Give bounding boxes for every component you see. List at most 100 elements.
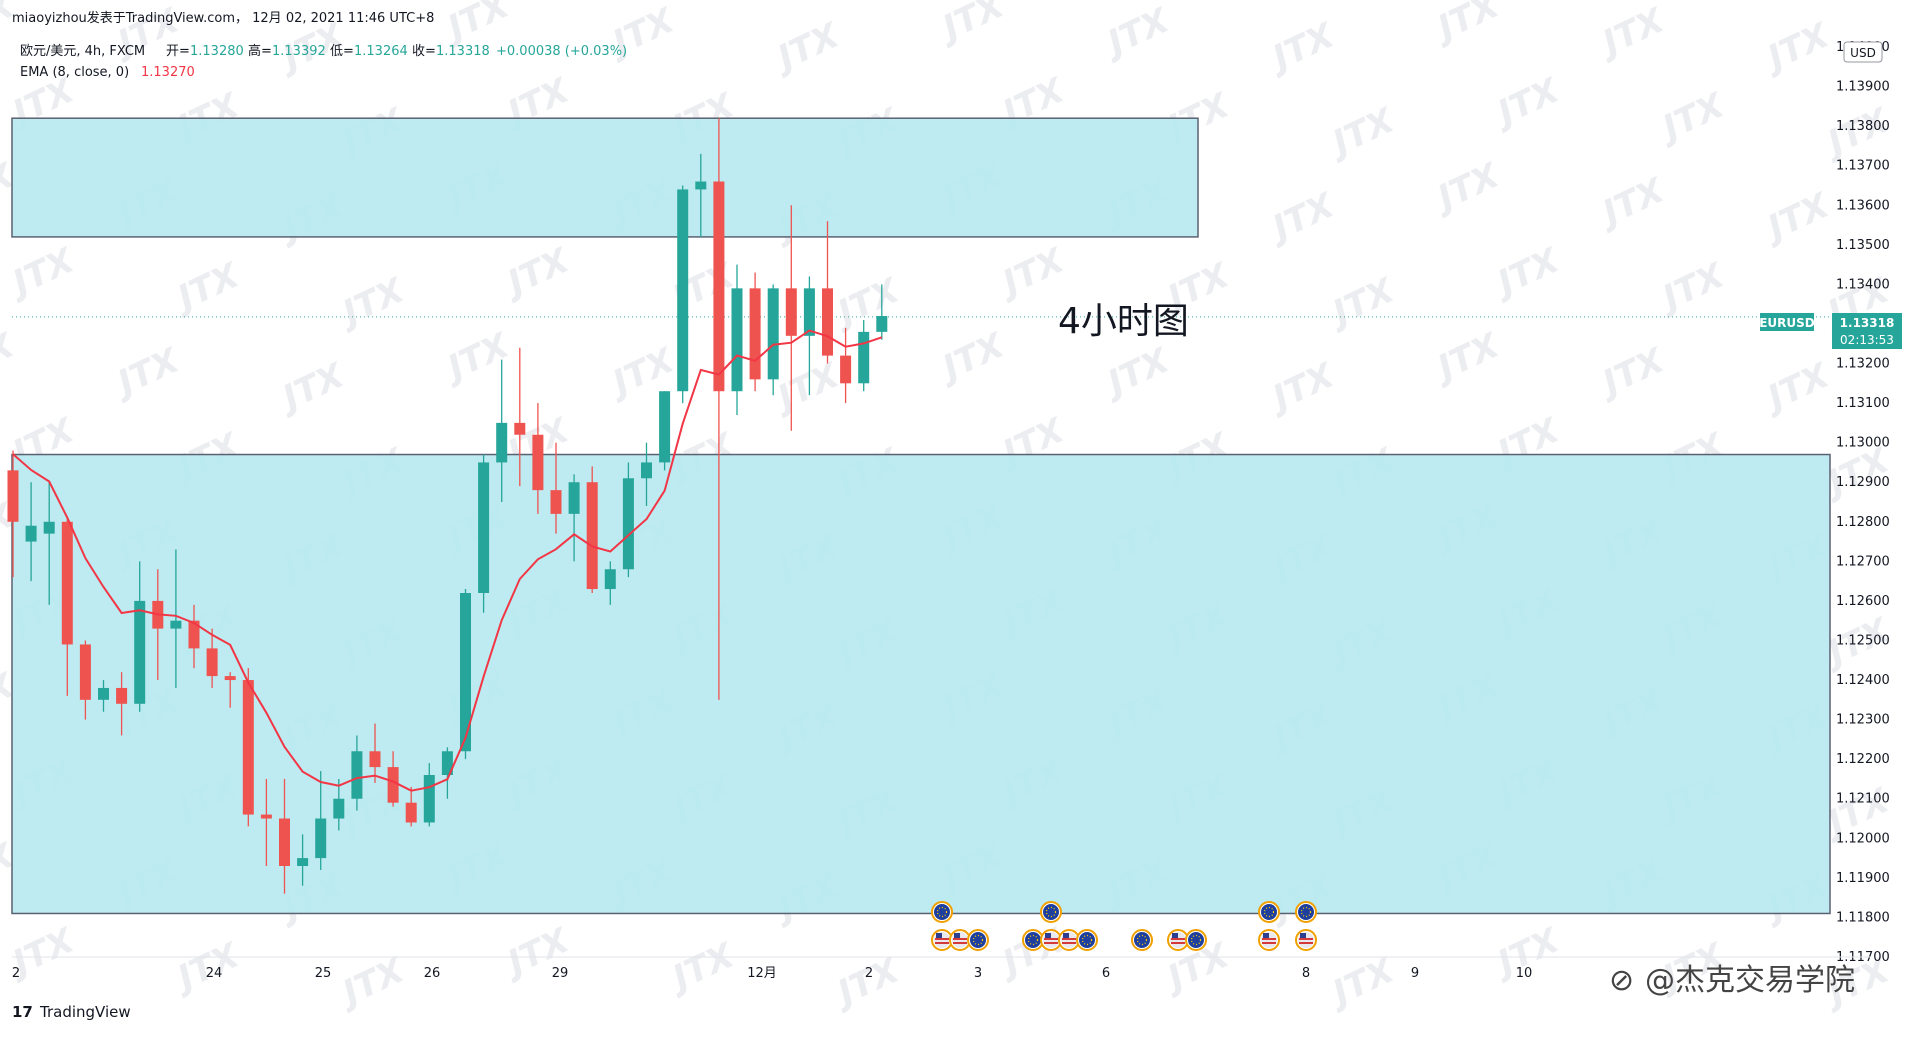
watermark-text: JTX: [106, 340, 186, 406]
candle-body: [188, 620, 200, 649]
candle-body: [441, 751, 453, 775]
candle: [767, 284, 779, 396]
symbol-line[interactable]: 欧元/美元, 4h, FXCM: [20, 44, 145, 59]
watermark-text: JTX: [991, 240, 1071, 306]
watermark-text: JTX: [1321, 950, 1401, 1016]
candle: [387, 751, 399, 807]
us-event-icon: [1167, 929, 1189, 951]
support-zone: [11, 453, 1831, 915]
watermark-text: JTX: [1486, 240, 1566, 306]
candle: [677, 185, 689, 404]
candle-body: [315, 818, 327, 859]
time-tick-label: 6: [1102, 966, 1110, 981]
candle: [134, 561, 146, 712]
time-tick-label: 8: [1302, 966, 1310, 981]
eu-event-icon: [1040, 901, 1062, 923]
currency-button[interactable]: USD: [1843, 41, 1883, 63]
candle-body: [61, 521, 73, 645]
tradingview-logo[interactable]: 17 TradingView: [12, 1003, 131, 1021]
eu-event-icon: [1076, 929, 1098, 951]
watermark-text: JTX: [1591, 170, 1671, 236]
watermark-text: JTX: [166, 255, 246, 321]
us-event-icon: [1295, 929, 1317, 951]
price-tick-label: 1.11900: [1836, 871, 1890, 886]
candle: [260, 778, 272, 866]
ema-legend-value: 1.13270: [141, 65, 195, 80]
candle-body: [297, 858, 309, 866]
price-tick-label: 1.12000: [1836, 831, 1890, 846]
candle: [405, 786, 417, 827]
eu-event-icon: [931, 901, 953, 923]
candle: [713, 118, 725, 700]
eu-event-icon: [967, 929, 989, 951]
watermark-text: JTX: [1261, 355, 1341, 421]
economic-events-layer: [931, 901, 1317, 951]
candle-body: [822, 288, 833, 356]
candle-body: [532, 434, 544, 491]
candle-body: [224, 676, 236, 681]
candle: [840, 327, 852, 404]
candle-body: [659, 391, 671, 463]
watermark-text: JTX: [1486, 70, 1566, 136]
candle: [550, 442, 562, 534]
price-tick-label: 1.13400: [1836, 277, 1890, 292]
candle-body: [803, 288, 815, 336]
price-tag-price: 1.13318: [1840, 316, 1895, 330]
price-tick-label: 1.13800: [1836, 119, 1890, 134]
eu-event-icon: [1131, 929, 1153, 951]
price-tick-label: 1.12300: [1836, 713, 1890, 728]
candle-body: [496, 422, 508, 463]
candle: [206, 628, 218, 688]
ohlc-values: 开= 1.13280 高= 1.13392 低= 1.13264 收= 1.13…: [166, 43, 627, 59]
price-tick-label: 1.13100: [1836, 396, 1890, 411]
candle-body: [423, 775, 435, 823]
close-label: 收=: [412, 44, 436, 59]
candle: [622, 462, 634, 578]
ema-line: [12, 329, 883, 792]
timeframe-annotation[interactable]: 4小时图: [1058, 301, 1189, 342]
ema-legend-label[interactable]: EMA (8, close, 0): [20, 65, 129, 80]
low-value: 1.13264: [354, 44, 408, 59]
time-tick-label: 24: [206, 966, 223, 981]
candle-body: [369, 751, 381, 768]
high-label: 高=: [248, 43, 272, 59]
price-tick-label: 1.12100: [1836, 792, 1890, 807]
price-tick-label: 1.13200: [1836, 357, 1890, 372]
candle: [79, 640, 91, 720]
candle-body: [170, 620, 182, 629]
watermark-text: JTX: [766, 15, 846, 81]
candle: [369, 723, 381, 783]
candle: [496, 359, 508, 502]
resistance-zone: [11, 117, 1199, 238]
candle: [568, 474, 580, 562]
candle-body: [641, 462, 652, 479]
watermark-text: JTX: [1756, 355, 1836, 421]
candle: [297, 834, 309, 886]
candle-body: [43, 521, 55, 534]
watermark-text: JTX: [1651, 85, 1731, 151]
candle-body: [731, 288, 743, 392]
watermark-text: JTX: [1261, 185, 1341, 251]
watermark-text: JTX: [1261, 15, 1341, 81]
price-tick-label: 1.12800: [1836, 515, 1890, 530]
candle-body: [387, 767, 399, 803]
watermark-text: JTX: [1591, 0, 1671, 66]
candle-body: [586, 482, 598, 590]
watermark-text: JTX: [1756, 185, 1836, 251]
open-label: 开=: [166, 44, 190, 59]
eu-event-icon: [1185, 929, 1207, 951]
time-axis[interactable]: 2 24 25 26 29 12月 2 3 6 8 9 10: [12, 966, 1532, 981]
candle: [641, 442, 652, 506]
candle-body: [514, 422, 526, 435]
candle-body: [604, 569, 616, 590]
candle: [279, 778, 290, 894]
price-tick-label: 1.13000: [1836, 436, 1890, 451]
price-tick-label: 1.13900: [1836, 80, 1890, 95]
candle-body: [351, 751, 363, 799]
candle-body: [7, 470, 19, 522]
price-tick-label: 1.13500: [1836, 238, 1890, 253]
us-event-icon: [1058, 929, 1080, 951]
us-event-icon: [949, 929, 971, 951]
candle: [749, 272, 761, 392]
